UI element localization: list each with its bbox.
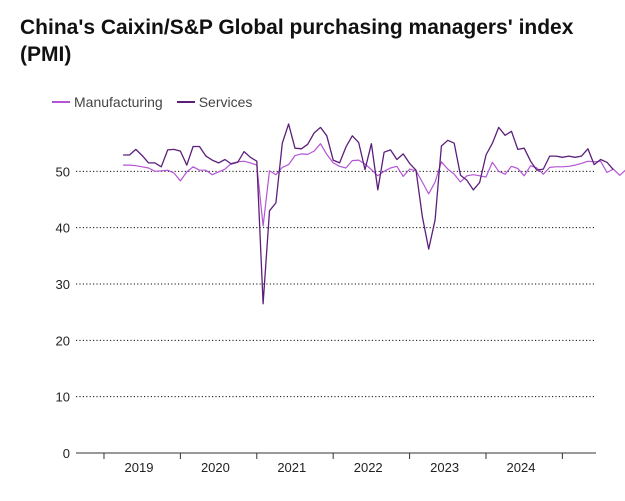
y-tick-label-30: 30 [56,277,70,292]
legend-item-manufacturing: Manufacturing [52,94,163,110]
y-tick-label-0: 0 [63,446,70,461]
y-tick-label-50: 50 [56,164,70,179]
y-tick-label-40: 40 [56,221,70,236]
legend-label-services: Services [198,94,253,110]
legend-label-manufacturing: Manufacturing [74,94,163,110]
x-tick-label-2023: 2023 [430,460,459,475]
x-tick-label-2024: 2024 [507,460,536,475]
legend: Manufacturing Services [52,94,266,110]
legend-swatch-manufacturing [52,101,70,103]
x-tick-label-2020: 2020 [201,460,230,475]
y-tick-label-20: 20 [56,333,70,348]
chart-title: China's Caixin/S&P Global purchasing man… [20,16,574,66]
legend-swatch-services [176,101,195,103]
x-tick-label-2019: 2019 [125,460,154,475]
series-line-manufacturing [123,143,625,227]
legend-item-services: Services [176,94,253,110]
series-line-services [123,123,614,305]
y-tick-label-10: 10 [56,390,70,405]
x-tick-label-2021: 2021 [277,460,306,475]
x-tick-label-2022: 2022 [354,460,383,475]
